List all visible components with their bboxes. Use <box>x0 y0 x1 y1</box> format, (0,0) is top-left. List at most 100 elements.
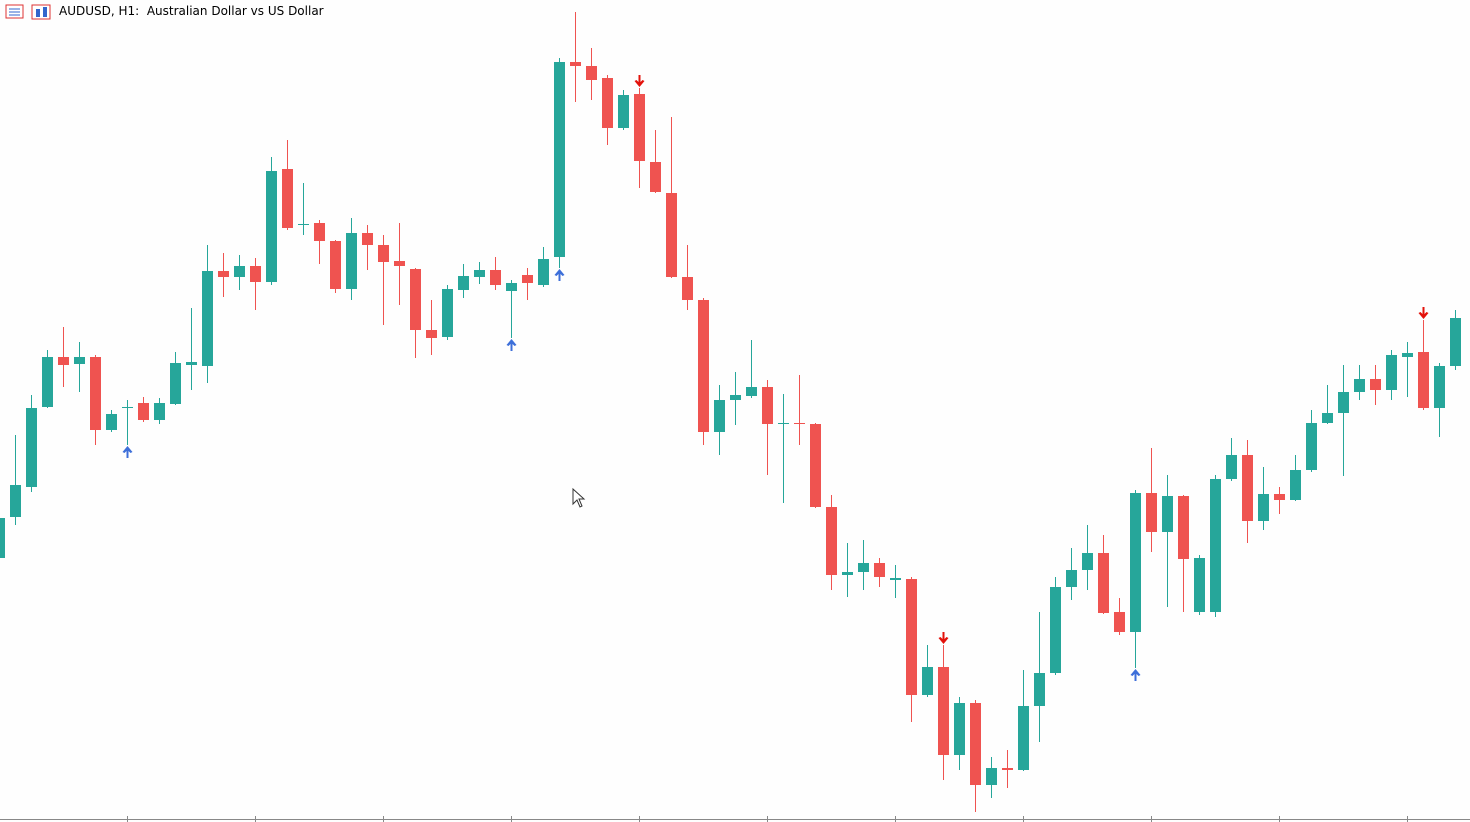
candle-body <box>570 62 581 66</box>
sell-arrow <box>634 75 645 87</box>
candle-body <box>666 193 677 277</box>
candle-body <box>730 395 741 400</box>
candle-body <box>1082 553 1093 570</box>
candle-body <box>506 283 517 291</box>
candle-body <box>954 703 965 755</box>
candle-body <box>490 270 501 285</box>
candle-body <box>282 169 293 228</box>
candle-body <box>986 768 997 785</box>
candle-body <box>1370 379 1381 390</box>
candle-body <box>458 276 469 290</box>
candle-body <box>1034 673 1045 706</box>
sell-arrow <box>938 632 949 644</box>
candle-body <box>1018 706 1029 770</box>
candles <box>0 12 1461 812</box>
buy-arrow <box>506 339 517 351</box>
buy-arrow <box>1130 669 1141 681</box>
candle-body <box>1418 352 1429 408</box>
candle-body <box>138 403 149 420</box>
candle-body <box>474 270 485 277</box>
candle-body <box>1226 455 1237 479</box>
candle-body <box>858 563 869 572</box>
candle-body <box>298 224 309 225</box>
buy-arrow <box>122 446 133 458</box>
sell-arrow <box>1418 307 1429 319</box>
icon-chart <box>31 4 51 20</box>
candle-body <box>250 266 261 282</box>
candle-body <box>1434 366 1445 408</box>
candle-body <box>42 357 53 407</box>
candle-body <box>58 357 69 365</box>
candle-body <box>170 363 181 404</box>
candle-body <box>1338 392 1349 413</box>
candle-body <box>1242 455 1253 521</box>
candle-body <box>1002 768 1013 770</box>
candle-body <box>1402 353 1413 357</box>
candle-body <box>906 579 917 695</box>
candle-body <box>1098 553 1109 613</box>
candle-body <box>346 233 357 289</box>
candle-body <box>618 95 629 128</box>
toolbar-icons <box>5 4 51 20</box>
candle-body <box>1130 493 1141 632</box>
time-axis <box>0 816 1470 822</box>
candle-body <box>938 667 949 755</box>
candle-body <box>90 357 101 430</box>
candle-body <box>26 408 37 487</box>
candle-body <box>154 403 165 420</box>
candle-body <box>74 357 85 364</box>
candle-body <box>826 507 837 575</box>
candle-body <box>586 66 597 80</box>
candle-body <box>698 300 709 432</box>
candle-body <box>538 259 549 285</box>
candle-body <box>1194 558 1205 612</box>
candle-body <box>1322 413 1333 423</box>
candle-body <box>186 362 197 365</box>
candle-body <box>314 223 325 241</box>
candle-body <box>202 271 213 366</box>
candle-body <box>1450 318 1461 366</box>
candle-body <box>1210 479 1221 612</box>
candle-body <box>234 266 245 277</box>
candle-body <box>746 387 757 396</box>
candle-body <box>410 269 421 330</box>
candle-body <box>650 162 661 192</box>
candle-body <box>266 171 277 282</box>
candle-body <box>1306 423 1317 470</box>
candle-body <box>122 407 133 408</box>
candle-body <box>1146 493 1157 532</box>
candle-body <box>682 277 693 300</box>
candle-body <box>522 275 533 283</box>
candle-body <box>1114 612 1125 632</box>
candle-body <box>794 423 805 424</box>
candle-body <box>1354 379 1365 392</box>
candle-body <box>330 241 341 289</box>
icon-bar <box>36 9 40 17</box>
candle-body <box>442 289 453 337</box>
buy-arrow <box>554 269 565 281</box>
candle-body <box>1274 494 1285 500</box>
candle-body <box>842 572 853 575</box>
candle-body <box>778 423 789 424</box>
candle-body <box>362 233 373 245</box>
candle-body <box>426 330 437 338</box>
candle-body <box>634 94 645 161</box>
candle-body <box>218 271 229 277</box>
candle-body <box>1050 587 1061 673</box>
candle-body <box>106 414 117 430</box>
candle-body <box>810 424 821 507</box>
candle-body <box>1258 494 1269 521</box>
candle-body <box>890 578 901 580</box>
candle-body <box>0 518 5 558</box>
mouse-cursor <box>572 487 586 508</box>
candle-body <box>1066 570 1077 587</box>
candle-body <box>554 62 565 257</box>
chart-title: AUDUSD, H1: Australian Dollar vs US Doll… <box>59 4 324 18</box>
candle-body <box>970 703 981 785</box>
icon-bar <box>43 7 47 17</box>
candle-body <box>874 563 885 577</box>
candle-body <box>762 387 773 424</box>
candle-body <box>394 261 405 266</box>
candle-body <box>1290 470 1301 500</box>
